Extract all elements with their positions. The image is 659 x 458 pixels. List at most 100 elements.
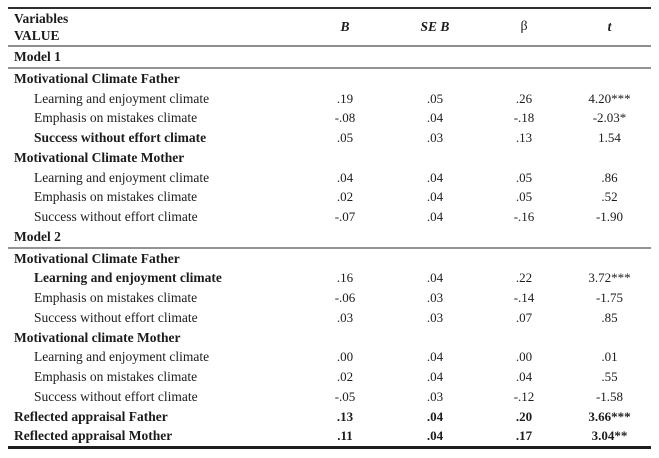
table-header-row: Variables VALUE B SE B β t xyxy=(8,9,651,47)
row-label: Success without effort climate xyxy=(34,388,198,404)
cell-b: .03 xyxy=(336,309,354,325)
table-row: Success without effort climate -.05 .03 … xyxy=(8,387,651,407)
cell-t: 1.54 xyxy=(598,130,621,145)
row-label: Motivational Climate Father xyxy=(14,70,180,86)
cell-seb: .04 xyxy=(426,209,444,224)
cell-b: .11 xyxy=(337,428,353,444)
row-label: Emphasis on mistakes climate xyxy=(34,189,198,205)
cell-beta: -.18 xyxy=(513,110,535,126)
cell-beta: .26 xyxy=(515,90,533,106)
cell-b: -.05 xyxy=(334,388,356,404)
cell-beta: -.16 xyxy=(513,209,535,224)
cell-seb: .04 xyxy=(426,428,444,444)
table-row: Emphasis on mistakes climate -.06 .03 -.… xyxy=(8,288,651,308)
cell-beta: .04 xyxy=(515,369,533,384)
table-row-section: Motivational Climate Father xyxy=(8,69,651,89)
cell-t: .86 xyxy=(601,169,618,185)
cell-beta: .00 xyxy=(515,349,533,365)
cell-b: .19 xyxy=(336,90,354,106)
header-variables-value: Variables VALUE xyxy=(8,10,300,44)
table-row-model-1: Model 1 xyxy=(8,47,651,69)
cell-t: 3.04** xyxy=(591,428,628,444)
cell-b: .16 xyxy=(336,270,354,286)
cell-t: 4.20*** xyxy=(588,90,631,106)
cell-b: -.08 xyxy=(334,110,356,126)
header-variables: Variables xyxy=(14,11,69,26)
cell-t: .01 xyxy=(601,349,618,365)
header-col-t: t xyxy=(607,19,612,34)
table-row-section: Motivational Climate Father xyxy=(8,249,651,269)
cell-t: 3.72*** xyxy=(588,270,631,286)
table-row-section: Motivational climate Mother xyxy=(8,328,651,348)
table-row: Success without effort climate .03 .03 .… xyxy=(8,308,651,328)
header-col-beta: β xyxy=(520,19,528,34)
cell-seb: .03 xyxy=(426,388,444,404)
table-row: Emphasis on mistakes climate .02 .04 .05… xyxy=(8,187,651,207)
row-label: Success without effort climate xyxy=(34,309,198,325)
cell-t: -1.75 xyxy=(595,290,624,305)
row-label: Reflected appraisal Father xyxy=(14,408,168,424)
row-label: Success without effort climate xyxy=(34,130,207,145)
row-label: Motivational Climate Mother xyxy=(14,149,185,165)
cell-beta: -.14 xyxy=(513,290,535,305)
cell-t: .52 xyxy=(601,189,618,205)
row-label: Success without effort climate xyxy=(34,209,198,224)
cell-seb: .03 xyxy=(426,309,444,325)
row-label: Emphasis on mistakes climate xyxy=(34,110,198,126)
row-label: Motivational Climate Father xyxy=(14,250,180,266)
regression-table: Variables VALUE B SE B β t Model 1 Motiv… xyxy=(8,7,651,449)
row-label: Learning and enjoyment climate xyxy=(34,90,210,106)
cell-t: .85 xyxy=(601,309,618,325)
cell-b: .00 xyxy=(336,349,354,365)
cell-t: -1.58 xyxy=(595,388,624,404)
table-row-reflected-appraisal-father: Reflected appraisal Father .13 .04 .20 3… xyxy=(8,407,651,427)
cell-seb: .05 xyxy=(426,90,444,106)
row-label: Reflected appraisal Mother xyxy=(14,428,173,444)
header-col-seb: SE B xyxy=(420,19,450,34)
cell-seb: .03 xyxy=(426,290,444,305)
cell-beta: -.12 xyxy=(513,388,535,404)
cell-b: -.06 xyxy=(334,290,356,305)
cell-beta: .13 xyxy=(515,130,533,145)
cell-seb: .04 xyxy=(426,110,444,126)
cell-t: -1.90 xyxy=(595,209,624,224)
row-label: Learning and enjoyment climate xyxy=(34,270,222,286)
cell-t: 3.66*** xyxy=(588,408,631,424)
row-label: Model 1 xyxy=(14,49,61,64)
table-row-section: Motivational Climate Mother xyxy=(8,148,651,168)
table-row: Learning and enjoyment climate .00 .04 .… xyxy=(8,347,651,367)
row-label: Motivational climate Mother xyxy=(14,329,181,345)
cell-beta: .20 xyxy=(515,408,533,424)
cell-seb: .04 xyxy=(426,369,444,384)
cell-b: .02 xyxy=(336,189,354,205)
cell-b: -.07 xyxy=(334,209,356,224)
table-row: Learning and enjoyment climate .19 .05 .… xyxy=(8,89,651,109)
cell-t: .55 xyxy=(601,369,618,384)
cell-beta: .05 xyxy=(515,189,533,205)
header-value: VALUE xyxy=(14,28,60,43)
table-row: Success without effort climate -.07 .04 … xyxy=(8,207,651,227)
cell-seb: .03 xyxy=(426,130,444,145)
table-row: Learning and enjoyment climate .16 .04 .… xyxy=(8,268,651,288)
table-row: Emphasis on mistakes climate .02 .04 .04… xyxy=(8,367,651,387)
cell-beta: .22 xyxy=(515,270,533,286)
row-label: Learning and enjoyment climate xyxy=(34,349,210,365)
table-row: Success without effort climate .05 .03 .… xyxy=(8,128,651,148)
cell-beta: .05 xyxy=(515,169,533,185)
cell-b: .13 xyxy=(336,408,354,424)
cell-seb: .04 xyxy=(426,408,444,424)
table-row: Learning and enjoyment climate .04 .04 .… xyxy=(8,168,651,188)
cell-t: -2.03* xyxy=(592,110,627,126)
header-col-b: B xyxy=(340,19,350,34)
cell-seb: .04 xyxy=(426,189,444,205)
table-row-reflected-appraisal-mother: Reflected appraisal Mother .11 .04 .17 3… xyxy=(8,426,651,446)
row-label: Learning and enjoyment climate xyxy=(34,169,210,185)
table-row: Emphasis on mistakes climate -.08 .04 -.… xyxy=(8,108,651,128)
table-row-model-2: Model 2 xyxy=(8,227,651,249)
cell-seb: .04 xyxy=(426,169,444,185)
row-label: Model 2 xyxy=(14,228,61,244)
cell-b: .04 xyxy=(336,169,354,185)
cell-beta: .17 xyxy=(515,428,533,444)
cell-seb: .04 xyxy=(426,270,444,286)
row-label: Emphasis on mistakes climate xyxy=(34,369,198,384)
